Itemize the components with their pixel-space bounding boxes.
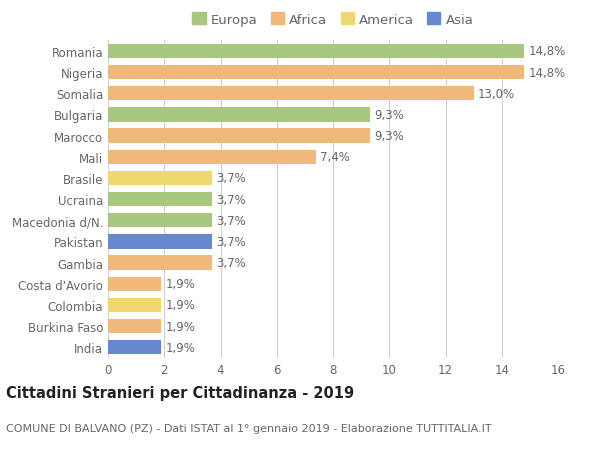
Text: 1,9%: 1,9% <box>166 299 196 312</box>
Bar <box>108 192 212 207</box>
Bar <box>108 213 212 228</box>
Text: 1,9%: 1,9% <box>166 320 196 333</box>
Text: 14,8%: 14,8% <box>529 45 566 58</box>
Text: Cittadini Stranieri per Cittadinanza - 2019: Cittadini Stranieri per Cittadinanza - 2… <box>6 385 354 400</box>
Bar <box>108 150 316 165</box>
Bar <box>108 171 212 186</box>
Bar <box>108 340 161 355</box>
Text: 9,3%: 9,3% <box>374 130 404 143</box>
Legend: Europa, Africa, America, Asia: Europa, Africa, America, Asia <box>193 13 473 27</box>
Text: 3,7%: 3,7% <box>216 193 246 206</box>
Text: 3,7%: 3,7% <box>216 214 246 227</box>
Text: 7,4%: 7,4% <box>320 151 350 164</box>
Bar <box>108 277 161 291</box>
Text: 13,0%: 13,0% <box>478 88 515 101</box>
Text: 9,3%: 9,3% <box>374 109 404 122</box>
Text: 1,9%: 1,9% <box>166 341 196 354</box>
Bar <box>108 298 161 313</box>
Text: 1,9%: 1,9% <box>166 278 196 291</box>
Bar <box>108 129 370 144</box>
Bar <box>108 108 370 123</box>
Text: 3,7%: 3,7% <box>216 172 246 185</box>
Bar <box>108 256 212 270</box>
Bar <box>108 45 524 59</box>
Bar <box>108 235 212 249</box>
Text: 3,7%: 3,7% <box>216 257 246 269</box>
Text: 3,7%: 3,7% <box>216 235 246 248</box>
Bar <box>108 66 524 80</box>
Bar <box>108 319 161 334</box>
Bar <box>108 87 473 101</box>
Text: COMUNE DI BALVANO (PZ) - Dati ISTAT al 1° gennaio 2019 - Elaborazione TUTTITALIA: COMUNE DI BALVANO (PZ) - Dati ISTAT al 1… <box>6 424 491 433</box>
Text: 14,8%: 14,8% <box>529 67 566 79</box>
